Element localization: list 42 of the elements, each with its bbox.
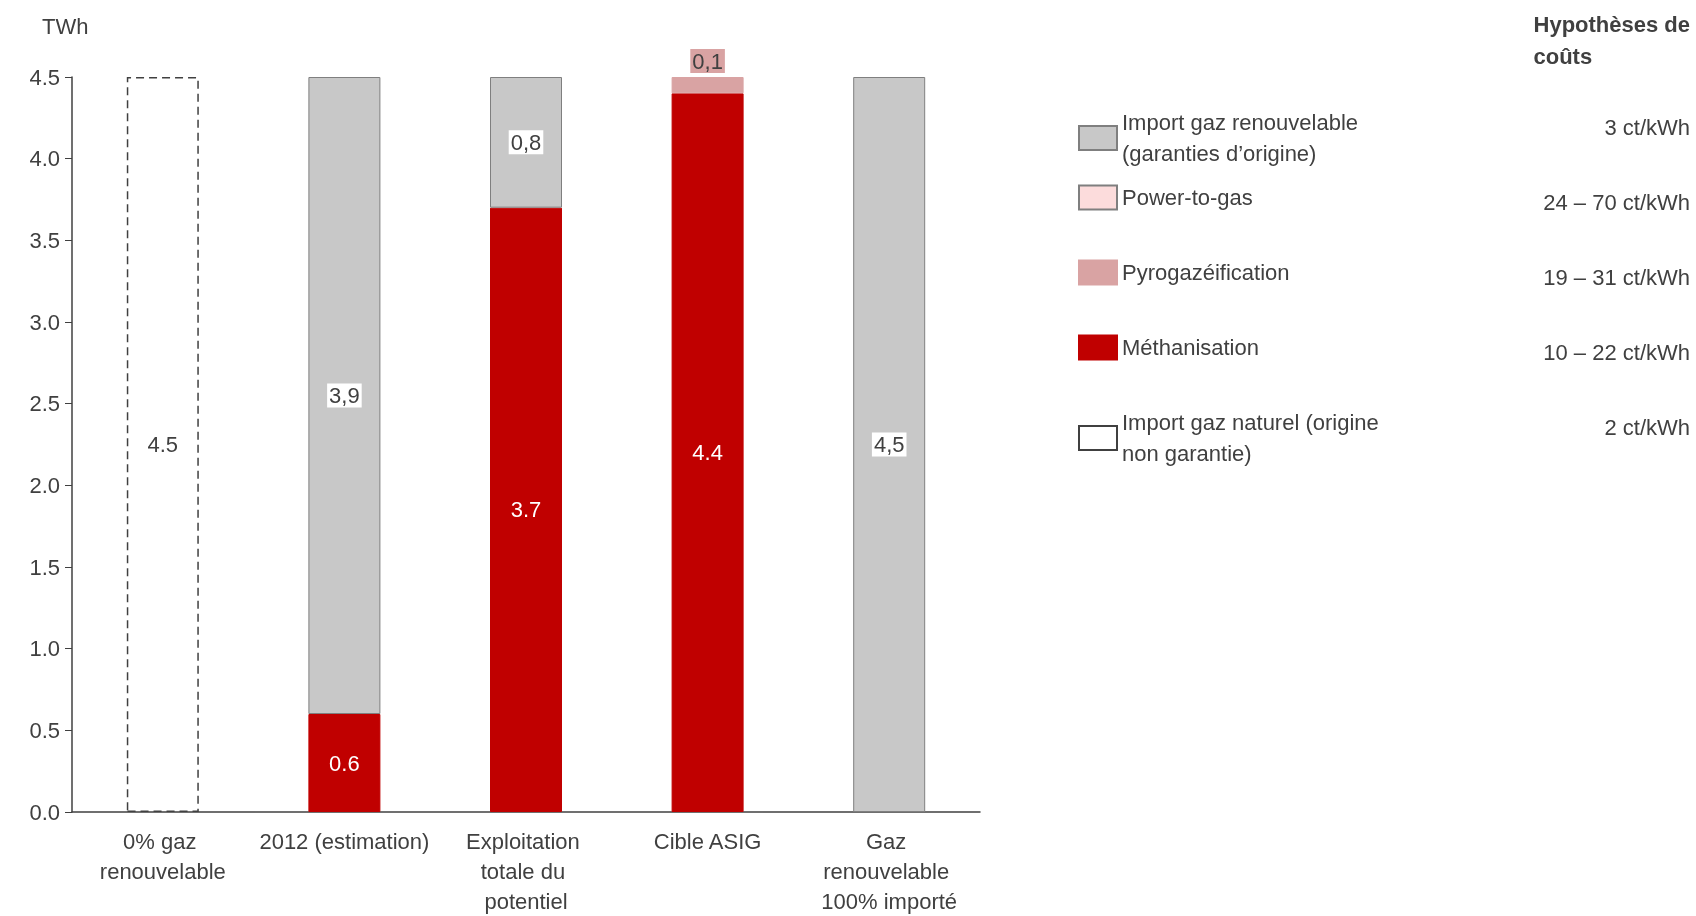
y-tick-label: 2.0 <box>29 472 60 498</box>
x-tick-label: 2012 (estimation) <box>259 828 430 854</box>
data-label: 4.5 <box>147 432 179 457</box>
bar <box>490 207 562 812</box>
x-tick-label: Cible ASIG <box>653 828 762 854</box>
legend-label: Pyrogazéification <box>1122 260 1290 285</box>
y-tick-label: 0.5 <box>29 717 60 743</box>
data-label: 0,1 <box>692 48 723 74</box>
text: Hypothèses de coûts <box>1533 11 1691 69</box>
x-tick-label: 0% gaz renouvelable <box>99 828 226 884</box>
text: 3 ct/kWh <box>1604 114 1691 140</box>
x-tick-label: Gaz renouvelable 100% importé <box>821 828 958 914</box>
text: 24 – 70 ct/kWh <box>1543 189 1691 215</box>
y-tick-label: 2.5 <box>29 391 60 417</box>
y-axis-title: TWh <box>42 13 89 39</box>
bar <box>308 714 381 812</box>
text: 10 – 22 ct/kWh <box>1543 339 1691 365</box>
legend-label: Méthanisation <box>1122 335 1259 360</box>
y-tick-label: 0.0 <box>29 799 60 825</box>
data-label: 3,9 <box>329 383 360 408</box>
y-tick-label: 3.5 <box>29 227 60 253</box>
data-label: 3.7 <box>510 497 542 523</box>
data-label: 0,8 <box>510 129 542 155</box>
legend-label: Import gaz naturel (origine non garantie) <box>1122 410 1385 466</box>
text: 2 ct/kWh <box>1604 414 1691 440</box>
bar <box>671 77 744 94</box>
data-label: 4.4 <box>692 440 723 466</box>
bar <box>853 77 926 812</box>
text: 19 – 31 ct/kWh <box>1543 264 1691 290</box>
data-label: 4,5 <box>873 432 905 457</box>
legend-label: Power-to-gas <box>1122 185 1253 210</box>
y-tick-label: 4.5 <box>29 64 60 90</box>
x-tick-label: Exploitation totale du potentiel <box>466 828 586 914</box>
y-tick-label: 4.0 <box>29 146 60 172</box>
bar <box>308 77 381 714</box>
y-tick-label: 1.0 <box>29 636 60 662</box>
y-tick-label: 3.0 <box>29 309 60 335</box>
data-label: 0.6 <box>329 750 360 776</box>
y-tick-label: 1.5 <box>29 554 60 580</box>
bar <box>671 93 744 812</box>
legend-label: Import gaz renouvelable (garanties d’origine) <box>1122 110 1365 166</box>
bar <box>490 77 562 208</box>
